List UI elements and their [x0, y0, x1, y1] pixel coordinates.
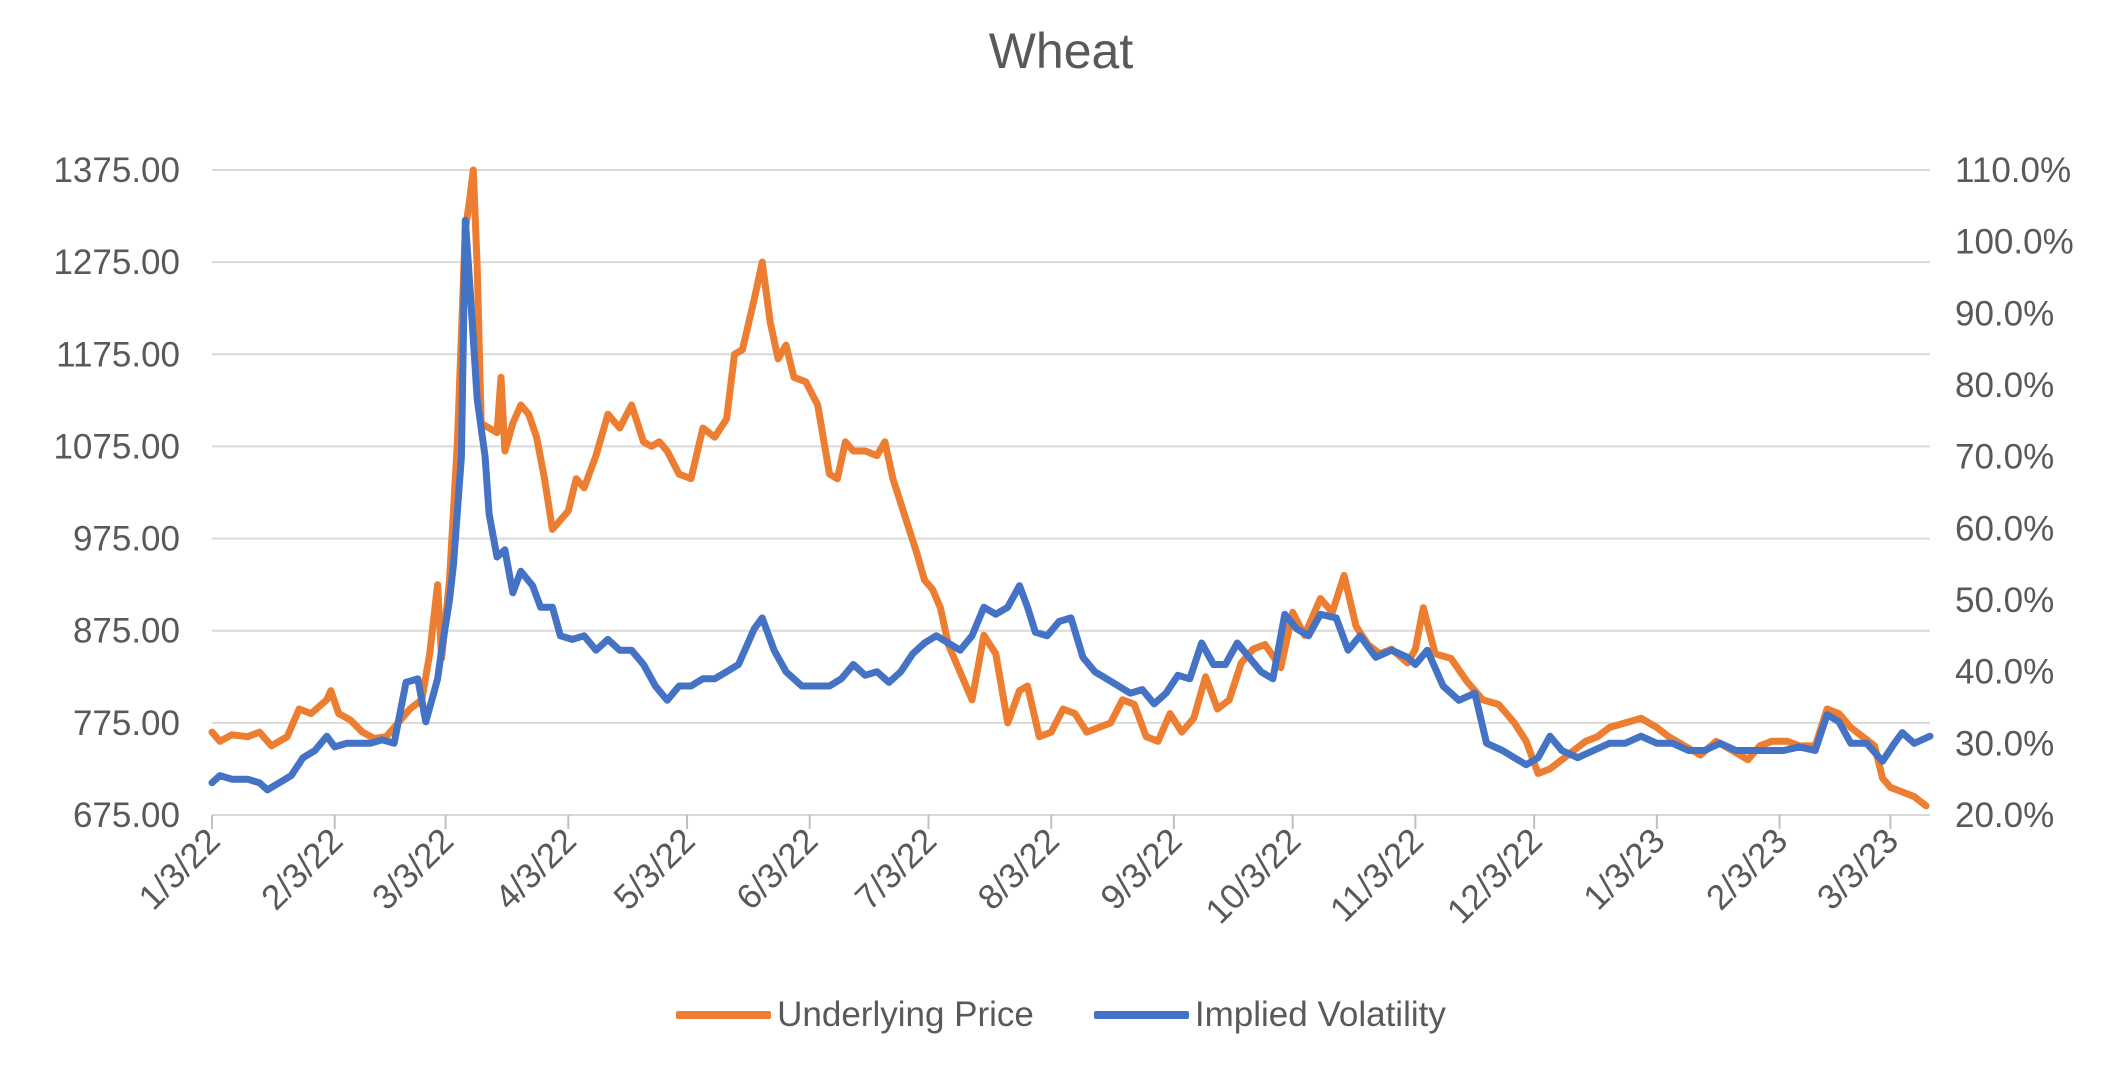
x-tick-label: 1/3/22: [131, 821, 227, 917]
left-y-axis: 675.00 775.00 875.00 975.00 1075.00 1175.00 12…: [53, 151, 180, 835]
y-right-tick-label: 20.0%: [1955, 796, 2054, 835]
legend-label-implied-volatility: Implied Volatility: [1194, 995, 1446, 1034]
legend: Underlying Price Implied Volatility: [0, 995, 2122, 1035]
x-tick-label: 2/3/22: [254, 821, 350, 917]
y-left-tick-label: 1175.00: [56, 335, 180, 374]
x-tick-label: 4/3/22: [488, 821, 584, 917]
x-tick-label: 5/3/22: [606, 821, 702, 917]
chart-title: Wheat: [988, 23, 1134, 79]
x-tick-label: 11/3/22: [1323, 821, 1431, 929]
series-line-underlying-price: [208, 166, 1930, 810]
y-left-tick-label: 875.00: [73, 612, 180, 651]
y-left-tick-label: 675.00: [73, 796, 180, 835]
y-right-tick-label: 60.0%: [1955, 509, 2054, 548]
y-right-tick-label: 80.0%: [1955, 366, 2054, 405]
y-left-tick-label: 1375.00: [53, 151, 180, 190]
y-right-tick-label: 110.0%: [1955, 151, 2071, 190]
y-right-tick-label: 40.0%: [1955, 653, 2054, 692]
y-right-tick-label: 90.0%: [1955, 294, 2054, 333]
legend-item-implied-volatility: Implied Volatility: [1093, 995, 1446, 1035]
legend-item-underlying-price: Underlying Price: [676, 995, 1034, 1035]
legend-label-underlying-price: Underlying Price: [777, 995, 1034, 1034]
x-axis: 1/3/22 2/3/22 3/3/22 4/3/22 5/3/22 6/3/22 7/3/…: [131, 814, 1930, 931]
y-left-tick-label: 975.00: [73, 520, 180, 559]
y-right-tick-label: 50.0%: [1955, 581, 2054, 620]
x-tick-label: 1/3/23: [1576, 821, 1672, 917]
y-right-tick-label: 70.0%: [1955, 438, 2054, 477]
gridlines: [212, 169, 1930, 724]
x-tick-label: 7/3/22: [848, 821, 944, 917]
x-tick-label: 2/3/23: [1699, 821, 1795, 917]
y-left-tick-label: 1075.00: [53, 427, 180, 466]
x-tick-label: 9/3/22: [1093, 821, 1189, 917]
x-tick-label: 3/3/23: [1810, 821, 1906, 917]
right-y-axis: 20.0% 30.0% 40.0% 50.0% 60.0% 70.0% 80.0% 90.0%…: [1955, 151, 2074, 835]
x-tick-label: 12/3/22: [1440, 821, 1550, 931]
series-lines: [208, 166, 1934, 810]
legend-swatch-underlying-price: [676, 1011, 772, 1019]
x-tick-label: 3/3/22: [365, 821, 461, 917]
y-right-tick-label: 100.0%: [1955, 223, 2074, 262]
y-left-tick-label: 1275.00: [53, 243, 180, 282]
legend-swatch-implied-volatility: [1093, 1011, 1189, 1019]
x-tick-label: 6/3/22: [729, 821, 825, 917]
y-left-tick-label: 775.00: [73, 704, 180, 743]
x-tick-label: 10/3/22: [1198, 821, 1308, 931]
series-line-implied-volatility: [208, 216, 1934, 794]
x-tick-label: 8/3/22: [970, 821, 1066, 917]
y-right-tick-label: 30.0%: [1955, 724, 2054, 763]
